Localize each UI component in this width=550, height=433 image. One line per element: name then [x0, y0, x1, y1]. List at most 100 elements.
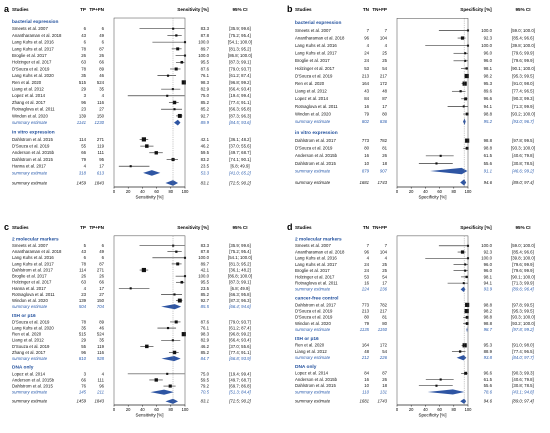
panel-letter: a [4, 4, 10, 14]
count-col1: 3 [84, 93, 87, 98]
ci-value: [93.3; 100.0] [511, 146, 535, 151]
count-col2: 49 [99, 249, 104, 254]
point-estimate-box [180, 280, 184, 284]
estimate-value: 87.8 [201, 33, 210, 38]
panel-d: d Studies TN TN+FP Specificity [%] 95% CI 2 mo… [287, 222, 535, 418]
ci-value: [77.4; 96.5] [512, 89, 534, 94]
estimate-value: 87.6 [201, 319, 210, 324]
summary-label: summary estimate [295, 119, 331, 124]
estimate-value: 85.2 [201, 292, 210, 297]
summary-label: summary estimate [295, 287, 331, 292]
study-label: Lang Kuhs et al. 2017 [12, 46, 54, 51]
count-col2: 49 [99, 33, 104, 38]
estimate-value: 83.1 [201, 399, 210, 404]
ci-value: [97.8; 99.2] [511, 327, 534, 332]
ci-value: [71.3; 99.9] [512, 281, 534, 286]
count-col2: 119 [97, 143, 104, 148]
header-measure: Specificity [%] [460, 7, 492, 12]
study-label: Dahlstrom et al. 2015 [295, 383, 336, 388]
ci-value: [93.2; 100.0] [511, 321, 535, 326]
point-estimate-box [464, 309, 469, 314]
ci-value: [66.4; 93.4] [229, 338, 251, 343]
count-col2: 524 [97, 80, 105, 85]
count-col1: 43 [81, 249, 86, 254]
count-col2: 66 [99, 60, 104, 65]
header-col2: TN+FP [372, 225, 387, 230]
count-col1: 164 [362, 81, 370, 86]
count-col1: 24 [364, 58, 369, 63]
ci-value: [41.0; 65.2] [228, 170, 251, 175]
point-estimate-box [464, 97, 468, 101]
x-tick-label: 100 [182, 189, 190, 194]
panel-letter: b [287, 4, 293, 14]
count-col1: 145 [79, 390, 87, 395]
count-col1: 26 [81, 53, 86, 58]
estimate-value: 92.3 [484, 249, 493, 254]
count-col1: 63 [81, 280, 86, 285]
study-label: Anantharaman et al. 2018 [12, 249, 62, 254]
overall-summary-label: summary estimate [12, 180, 48, 185]
study-label: Anantharaman et al. 2018 [295, 249, 345, 254]
header-col2: TP+FN [89, 225, 104, 230]
estimate-value: 84.7 [201, 356, 210, 361]
estimate-value: 42.1 [201, 137, 210, 142]
ci-value: [91.0; 98.0] [512, 343, 534, 348]
overall-summary-label: summary estimate [295, 180, 331, 185]
estimate-value: 98.2 [484, 309, 493, 314]
subgroup-label: 2 molecular markers [12, 236, 59, 242]
study-label: Ren et al. 2020 [295, 343, 325, 348]
count-col2: 87 [382, 96, 387, 101]
header-measure: Sensitivity [%] [177, 225, 209, 230]
subgroup-label: in vitro expression [12, 130, 55, 136]
count-col2: 172 [380, 81, 388, 86]
count-col1: 6 [84, 255, 87, 260]
count-col1: 515 [79, 80, 87, 85]
count-col1: 79 [364, 111, 369, 116]
count-col1: 4 [367, 256, 370, 261]
x-tick-label: 60 [437, 407, 442, 412]
estimate-value: 85.5 [201, 304, 210, 309]
study-label: Anantharaman et al. 2018 [295, 35, 345, 40]
count-col2: 782 [380, 302, 388, 307]
study-label: Dahlstrom et al. 2015 [12, 383, 53, 388]
count-col1: 43 [81, 33, 86, 38]
ci-value: [77.4; 91.1] [229, 100, 251, 105]
count-col2: 217 [380, 73, 388, 78]
study-label: Smeets et al. 2007 [12, 243, 48, 248]
count-col1: 213 [362, 309, 370, 314]
study-label: Holzinger et al. 2017 [295, 274, 335, 279]
overall-summary-diamond [460, 179, 467, 186]
study-label: Rotnaglova et al. 2011 [12, 107, 55, 112]
header-ci: 95% CI [515, 7, 530, 12]
count-col1: 4 [367, 43, 370, 48]
point-estimate-box [464, 269, 467, 272]
study-label: Holzinger et al. 2017 [12, 60, 52, 65]
count-col2: 6 [102, 40, 105, 45]
point-estimate-box [435, 384, 438, 387]
ci-value: [72.5; 90.2] [228, 180, 251, 185]
ci-value: [51.3; 84.4] [228, 390, 251, 395]
study-label: Holzinger et al. 2017 [12, 280, 52, 285]
point-estimate-box [464, 371, 468, 375]
ci-value: [75.2; 95.4] [229, 249, 251, 254]
summary-diamond [460, 286, 466, 292]
count-col1: 43 [364, 89, 369, 94]
header-studies: Studies [12, 7, 29, 12]
estimate-value: 88.9 [484, 349, 493, 354]
ci-value: [35.9; 99.6] [229, 243, 251, 248]
estimate-value: 92.7 [201, 113, 210, 118]
estimate-value: 85.2 [201, 100, 210, 105]
study-label: Lang Kuhs et al. 2016 [295, 43, 337, 48]
study-label: Liang et al. 2012 [12, 86, 44, 91]
count-col2: 131 [380, 389, 388, 394]
count-col1: 114 [79, 137, 86, 142]
ci-value: [61.2; 87.4] [229, 325, 251, 330]
count-col2: 1743 [377, 399, 387, 404]
count-col2: 226 [379, 355, 388, 360]
count-col2: 119 [97, 344, 104, 349]
estimate-value: 93.9 [484, 287, 493, 292]
point-estimate-box [180, 60, 184, 64]
ci-value: [39.8; 100.0] [511, 256, 535, 261]
count-col2: 116 [97, 100, 104, 105]
summary-label: summary estimate [12, 304, 48, 309]
